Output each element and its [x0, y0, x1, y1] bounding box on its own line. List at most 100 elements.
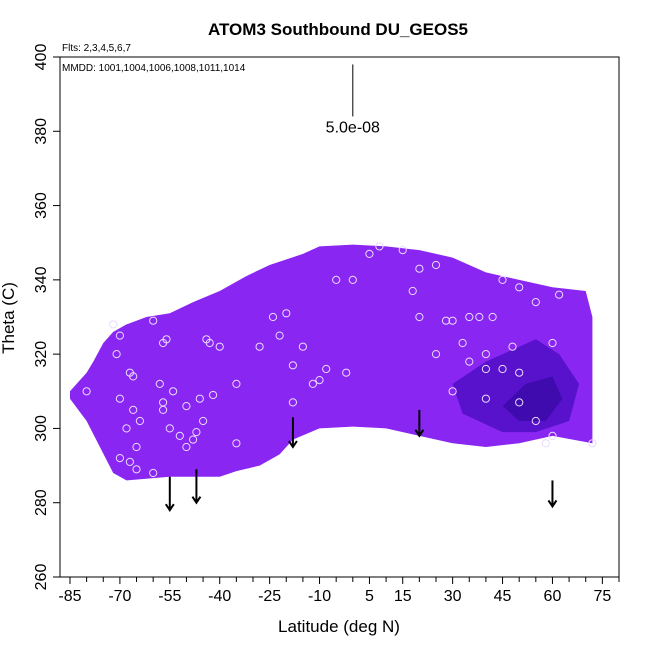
data-point — [481, 364, 490, 374]
data-point — [415, 312, 424, 322]
x-tick-label: 15 — [394, 588, 412, 605]
data-point — [498, 364, 507, 374]
data-point — [149, 468, 158, 478]
arrow-head — [288, 440, 298, 449]
data-point — [288, 398, 297, 407]
data-point — [149, 316, 158, 325]
data-point — [365, 249, 374, 258]
arrow-head — [191, 496, 202, 505]
x-tick-label: -10 — [308, 588, 331, 605]
data-point — [548, 431, 557, 440]
data-point — [192, 428, 201, 437]
data-point — [268, 312, 278, 322]
mmdd-label: MMDD: 1001,1004,1006,1008,1011,1014 — [62, 63, 246, 74]
data-point — [122, 424, 131, 433]
data-point — [498, 275, 507, 284]
x-tick-label: -70 — [108, 588, 131, 605]
data-point — [342, 368, 351, 377]
data-point — [315, 376, 324, 385]
data-point — [232, 439, 241, 448]
data-point — [288, 361, 297, 370]
data-point — [159, 405, 168, 414]
y-axis-label: Theta (C) — [0, 282, 18, 354]
arrow-marker — [164, 476, 175, 512]
data-point — [115, 331, 125, 340]
flights-label: Flts: 2,3,4,5,6,7 — [62, 43, 131, 54]
data-point — [515, 398, 524, 407]
data-point — [348, 275, 357, 284]
data-point — [465, 357, 474, 366]
x-tick-label: 5 — [365, 588, 374, 605]
y-tick-label: 320 — [33, 341, 50, 368]
arrow-head — [164, 503, 175, 512]
y-tick-label: 400 — [33, 44, 50, 71]
data-point — [175, 431, 184, 440]
arrow-head — [414, 429, 425, 438]
y-tick-label: 260 — [33, 564, 50, 591]
data-point — [548, 338, 557, 348]
data-point — [155, 379, 164, 388]
data-point — [255, 342, 264, 351]
x-tick-label: 75 — [593, 588, 611, 605]
data-point — [165, 424, 174, 433]
data-point — [169, 387, 178, 396]
plot-frame — [59, 56, 620, 578]
data-point — [441, 316, 451, 325]
data-point — [588, 439, 597, 448]
x-tick-label: -40 — [208, 588, 231, 605]
data-point — [508, 342, 517, 351]
data-point — [408, 286, 417, 296]
y-tick-label: 300 — [33, 415, 50, 442]
data-point — [332, 275, 341, 284]
data-point — [129, 405, 138, 414]
data-point — [375, 242, 384, 251]
x-tick-label: 60 — [544, 588, 562, 605]
data-point — [182, 402, 191, 411]
x-tick-label: -55 — [158, 588, 181, 605]
data-point — [531, 298, 540, 307]
data-point — [555, 290, 564, 299]
y-tick-label: 280 — [33, 489, 50, 516]
data-point — [322, 364, 331, 374]
data-point — [109, 320, 118, 329]
data-point — [189, 435, 198, 444]
data-point — [481, 394, 490, 403]
x-tick-label: -85 — [58, 588, 81, 605]
data-point — [298, 342, 307, 351]
data-point — [182, 442, 191, 452]
data-point — [199, 416, 208, 426]
data-point — [112, 350, 121, 359]
arrow-marker — [288, 417, 298, 449]
arrow-marker — [191, 469, 202, 505]
data-point — [135, 416, 144, 426]
data-point — [125, 457, 134, 466]
data-point — [531, 416, 540, 426]
data-point — [308, 379, 317, 388]
data-point — [541, 439, 550, 448]
data-point — [215, 342, 224, 351]
data-point — [132, 465, 141, 474]
arrow-marker — [414, 409, 425, 438]
data-point — [431, 350, 441, 359]
y-tick-label: 380 — [33, 118, 50, 145]
data-point — [82, 387, 91, 396]
field-region — [70, 244, 593, 481]
data-point — [115, 454, 125, 463]
data-point — [465, 312, 474, 322]
data-point — [458, 338, 467, 348]
y-tick-label: 340 — [33, 266, 50, 293]
arrow-marker — [547, 480, 558, 509]
x-axis-label: Latitude (deg N) — [278, 617, 400, 636]
data-point — [195, 394, 204, 403]
x-tick-label: 45 — [494, 588, 512, 605]
data-point — [448, 316, 457, 325]
y-tick-label: 360 — [33, 192, 50, 219]
data-point — [115, 394, 125, 403]
data-point — [448, 387, 457, 396]
scale-label: 5.0e-08 — [326, 119, 380, 136]
data-point — [282, 309, 291, 318]
data-point — [162, 335, 171, 344]
data-point — [275, 331, 284, 340]
data-point — [488, 312, 497, 322]
